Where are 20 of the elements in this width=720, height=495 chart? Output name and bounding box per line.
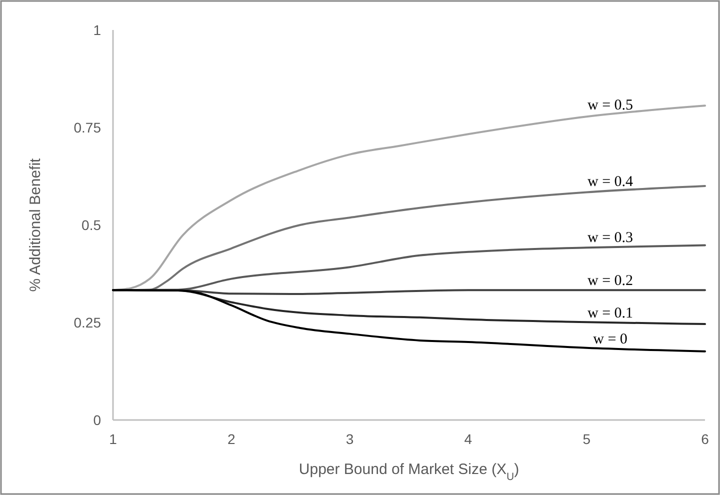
y-tick-label: 0.5 — [82, 216, 102, 233]
line-series — [112, 289, 706, 352]
x-tick-label: 6 — [701, 431, 710, 447]
y-axis-title: % Additional Benefit — [27, 157, 44, 292]
series-label: w = 0.3 — [588, 230, 634, 246]
series-label: w = 0.2 — [588, 273, 634, 290]
y-tick-label: 0.25 — [74, 314, 102, 330]
y-tick-label: 1 — [93, 22, 102, 38]
x-tick-label: 1 — [109, 431, 118, 447]
series-label: w = 0.4 — [588, 174, 634, 190]
series-label: w = 0 — [593, 332, 628, 348]
y-tick-label: 0.75 — [74, 119, 102, 136]
x-tick-label: 5 — [582, 431, 591, 447]
y-tick-label: 0 — [93, 412, 102, 428]
x-tick-label: 3 — [346, 431, 354, 447]
series-label: w = 0.1 — [588, 306, 634, 322]
x-tick-label: 2 — [228, 431, 236, 447]
x-axis-title: Upper Bound of Market Size (X$_{U}$) — [298, 461, 520, 483]
x-tick-label: 4 — [464, 431, 472, 447]
series-label: w = 0.5 — [588, 97, 634, 114]
